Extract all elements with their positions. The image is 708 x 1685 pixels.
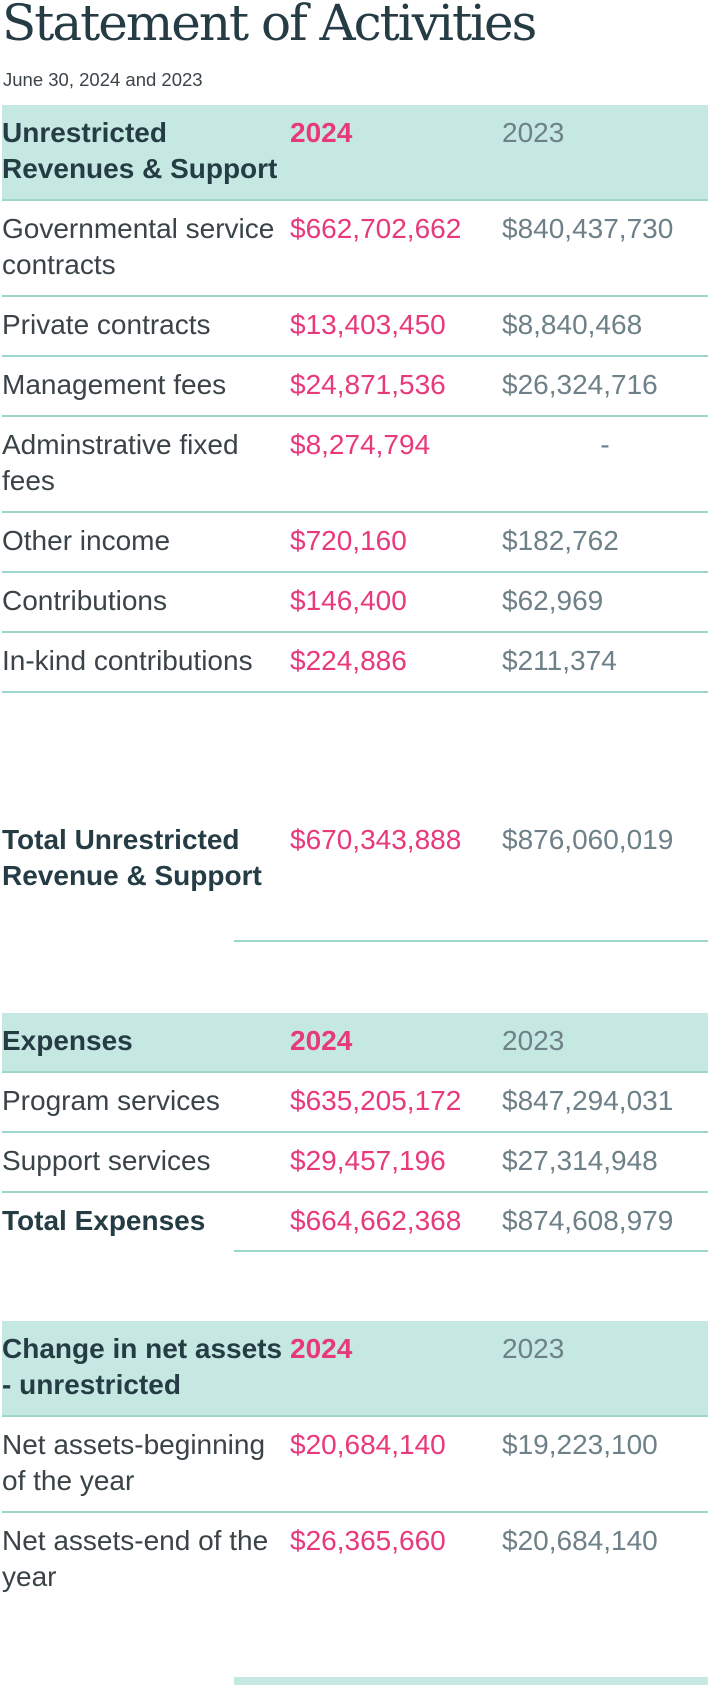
value-2023: $62,969 <box>502 572 708 633</box>
total-2024: $670,343,888 <box>290 824 462 855</box>
total-underline <box>234 940 708 942</box>
net-assets-header-2024: 2024 <box>290 1321 502 1417</box>
net-assets-header-2023: 2023 <box>502 1321 708 1417</box>
value-2023: - <box>502 416 708 513</box>
final-underline <box>234 1677 708 1685</box>
value-2024: $20,684,140 <box>290 1416 502 1513</box>
revenue-header-row: Unrestricted Revenues & Support 2024 202… <box>2 105 708 201</box>
row-label: Contributions <box>2 572 290 633</box>
value-2024: $29,457,196 <box>290 1132 502 1193</box>
table-row: Net assets-beginning of the year $20,684… <box>2 1416 708 1513</box>
table-row: Contributions $146,400 $62,969 <box>2 572 708 633</box>
value-2023: $182,762 <box>502 512 708 573</box>
page-subtitle: June 30, 2024 and 2023 <box>3 69 203 90</box>
value-2024: $8,274,794 <box>290 416 502 513</box>
expenses-header-row: Expenses 2024 2023 <box>2 1013 708 1073</box>
value-2024: $635,205,172 <box>290 1072 502 1133</box>
value-2024: $224,886 <box>290 632 502 693</box>
revenue-table: Unrestricted Revenues & Support 2024 202… <box>2 105 708 693</box>
table-row: Net assets-end of the year $26,365,660 $… <box>2 1512 708 1607</box>
table-row: Support services $29,457,196 $27,314,948 <box>2 1132 708 1193</box>
table-row: Adminstrative fixed fees $8,274,794 - <box>2 416 708 513</box>
total-label: Total Expenses <box>2 1205 206 1236</box>
total-2023: $874,608,979 <box>502 1205 674 1236</box>
page-title: Statement of Activities <box>2 0 537 52</box>
value-2023: $19,223,100 <box>502 1416 708 1513</box>
revenue-header-2024: 2024 <box>290 105 502 201</box>
revenue-total-table: Total Unrestricted Revenue & Support $67… <box>2 812 708 906</box>
row-label: Other income <box>2 512 290 573</box>
row-label: Net assets-end of the year <box>2 1525 269 1592</box>
expenses-header-label: Expenses <box>2 1013 290 1073</box>
row-label: Private contracts <box>2 296 290 357</box>
row-label: Management fees <box>2 356 290 417</box>
row-label: Support services <box>2 1132 290 1193</box>
table-row: Private contracts $13,403,450 $8,840,468 <box>2 296 708 357</box>
value-2023: $27,314,948 <box>502 1132 708 1193</box>
row-label: Program services <box>2 1072 290 1133</box>
value-2024: $720,160 <box>290 512 502 573</box>
value-2023: $840,437,730 <box>502 200 708 297</box>
value-2023: $847,294,031 <box>502 1072 708 1133</box>
total-2023: $876,060,019 <box>502 824 674 855</box>
value-2024: $146,400 <box>290 572 502 633</box>
table-row: Program services $635,205,172 $847,294,0… <box>2 1072 708 1133</box>
value-2023: $20,684,140 <box>502 1525 658 1556</box>
total-row: Total Unrestricted Revenue & Support $67… <box>2 812 708 906</box>
table-row: Management fees $24,871,536 $26,324,716 <box>2 356 708 417</box>
revenue-header-label: Unrestricted Revenues & Support <box>2 105 290 201</box>
expenses-table: Expenses 2024 2023 Program services $635… <box>2 1013 708 1251</box>
table-row: In-kind contributions $224,886 $211,374 <box>2 632 708 693</box>
net-assets-header-row: Change in net assets - unrestricted 2024… <box>2 1321 708 1417</box>
row-label: Adminstrative fixed fees <box>2 416 290 513</box>
value-2024: $26,365,660 <box>290 1525 446 1556</box>
value-2024: $24,871,536 <box>290 356 502 417</box>
net-assets-header-label: Change in net assets - unrestricted <box>2 1321 290 1417</box>
table-row: Governmental service contracts $662,702,… <box>2 200 708 297</box>
row-label: Net assets-beginning of the year <box>2 1416 290 1513</box>
row-label: Governmental service contracts <box>2 200 290 297</box>
table-row: Other income $720,160 $182,762 <box>2 512 708 573</box>
expenses-header-2023: 2023 <box>502 1013 708 1073</box>
value-2023: $26,324,716 <box>502 356 708 417</box>
value-2024: $13,403,450 <box>290 296 502 357</box>
total-label: Total Unrestricted Revenue & Support <box>2 824 262 891</box>
value-2023: $8,840,468 <box>502 296 708 357</box>
value-2024: $662,702,662 <box>290 200 502 297</box>
row-label: In-kind contributions <box>2 632 290 693</box>
revenue-header-2023: 2023 <box>502 105 708 201</box>
total-2024: $664,662,368 <box>290 1205 462 1236</box>
total-row: Total Expenses $664,662,368 $874,608,979 <box>2 1192 708 1251</box>
expenses-header-2024: 2024 <box>290 1013 502 1073</box>
total-underline <box>234 1250 708 1252</box>
net-assets-table: Change in net assets - unrestricted 2024… <box>2 1321 708 1607</box>
value-2023: $211,374 <box>502 632 708 693</box>
